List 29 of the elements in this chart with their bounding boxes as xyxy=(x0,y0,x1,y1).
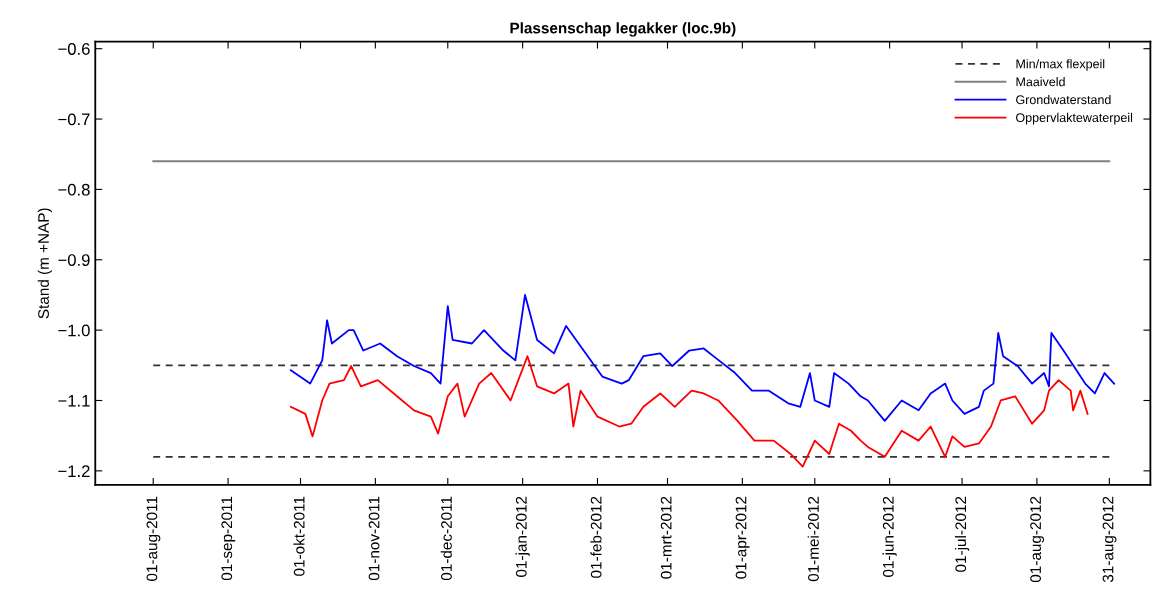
line-series xyxy=(289,294,1116,422)
x-tick-label: 01-mrt-2012 xyxy=(660,496,672,579)
x-tick-label: 01-jul-2012 xyxy=(954,496,970,572)
x-tick-label: 01-sep-2011 xyxy=(221,496,236,581)
x-tick-label: 01-apr-2012 xyxy=(735,496,750,579)
chart-title: Plassenschap legakker (loc.9b) xyxy=(510,22,736,37)
y-tick-label: −0.6 xyxy=(58,43,90,55)
x-tick-label: 01-aug-2012 xyxy=(1030,496,1045,583)
y-tick-label: −0.7 xyxy=(58,113,90,126)
line-series xyxy=(289,355,1089,468)
legend-label: Maaiveld xyxy=(1016,77,1065,87)
y-axis-title: Stand (m +NAP) xyxy=(37,208,52,319)
x-tick-label: 01-jun-2012 xyxy=(882,496,897,577)
legend-label: Oppervlaktewaterpeil xyxy=(1016,112,1133,125)
x-tick-label: 01-mei-2012 xyxy=(807,496,819,582)
x-tick-label: 01-okt-2011 xyxy=(293,496,305,576)
y-tick-label: −1.0 xyxy=(58,324,90,337)
x-tick-label: 31-aug-2012 xyxy=(1102,496,1117,583)
y-tick-label: −0.9 xyxy=(58,254,90,266)
x-tick-label: 01-jan-2012 xyxy=(515,496,530,577)
legend-label: Grondwaterstand xyxy=(1016,94,1111,105)
x-tick-label: 01-aug-2011 xyxy=(146,496,161,581)
y-tick-label: −1.1 xyxy=(58,395,90,407)
x-tick-label: 01-feb-2012 xyxy=(590,496,602,578)
y-tick-label: −0.8 xyxy=(58,183,90,196)
x-tick-label: 01-nov-2011 xyxy=(368,496,380,581)
y-tick-label: −1.2 xyxy=(58,465,90,477)
legend-label: Min/max flexpeil xyxy=(1016,59,1105,71)
x-tick-label: 01-dec-2011 xyxy=(440,496,452,581)
